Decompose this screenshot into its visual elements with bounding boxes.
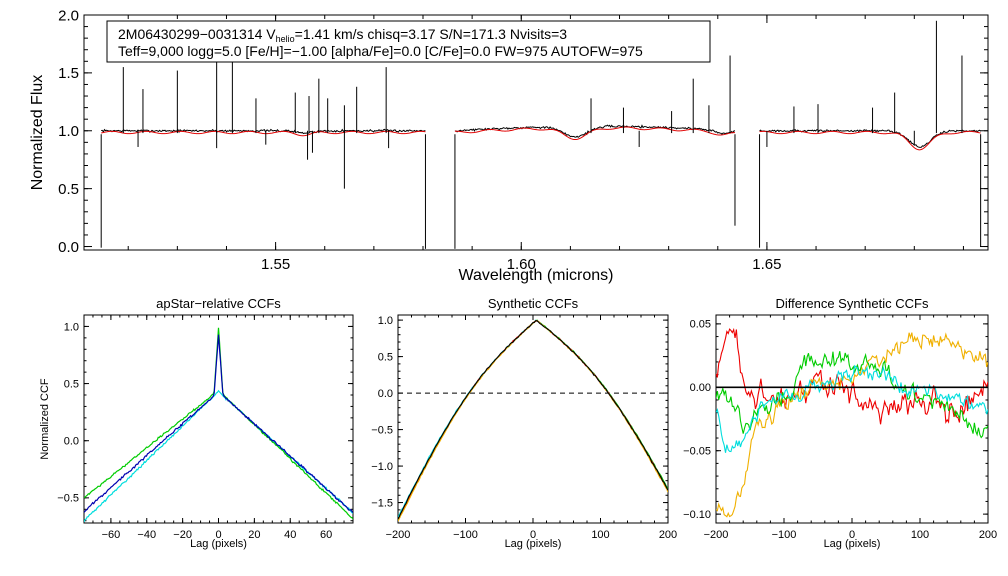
synthetic-ccf-combined bbox=[398, 320, 668, 520]
y-tick-label: 1.0 bbox=[58, 123, 79, 140]
x-tick-label: 60 bbox=[320, 529, 332, 541]
x-tick-label: −40 bbox=[137, 529, 156, 541]
x-tick-label: −60 bbox=[102, 529, 121, 541]
y-tick-label: 0.0 bbox=[64, 436, 79, 448]
y-tick-label: 1.0 bbox=[64, 321, 79, 333]
y-tick-label: 0.05 bbox=[690, 319, 711, 331]
spectral-spikes bbox=[100, 20, 982, 249]
difference-ccf-green bbox=[716, 351, 988, 439]
x-axis-label: Lag (pixels) bbox=[824, 538, 881, 550]
difference-ccf-cyan bbox=[716, 364, 988, 453]
observed-chip-1 bbox=[101, 128, 426, 135]
fit-chip-2 bbox=[454, 126, 735, 141]
ccf-series-visit-3 bbox=[84, 334, 353, 514]
y-tick-label: −0.10 bbox=[683, 509, 711, 521]
x-tick-label: 1.60 bbox=[507, 256, 536, 273]
y-tick-label: 0.00 bbox=[690, 382, 711, 394]
panel-title: apStar−relative CCFs bbox=[156, 296, 281, 311]
x-tick-label: −20 bbox=[173, 529, 192, 541]
x-tick-label: 1.65 bbox=[752, 256, 781, 273]
x-axis-label: Lag (pixels) bbox=[505, 538, 562, 550]
x-tick-label: 1.55 bbox=[261, 256, 290, 273]
fit-chip-1 bbox=[101, 130, 426, 137]
panel-title: Difference Synthetic CCFs bbox=[776, 296, 929, 311]
x-tick-label: 200 bbox=[659, 529, 677, 541]
info-line-1: 2M06430299−0031314 Vhelio=1.41 km/s chis… bbox=[118, 26, 567, 44]
x-tick-label: −200 bbox=[386, 529, 411, 541]
panel-title: Synthetic CCFs bbox=[488, 296, 579, 311]
x-tick-label: −200 bbox=[704, 529, 729, 541]
difference-ccf-yellow bbox=[716, 332, 988, 518]
y-tick-label: −0.5 bbox=[57, 493, 79, 505]
x-tick-label: 20 bbox=[248, 529, 260, 541]
y-tick-label: 1.0 bbox=[378, 315, 393, 327]
x-tick-label: 100 bbox=[911, 529, 929, 541]
info-line-2: Teff=9,000 logg=5.0 [Fe/H]=−1.00 [alpha/… bbox=[118, 43, 643, 59]
y-tick-label: −1.5 bbox=[371, 497, 393, 509]
ccf-series-visit-2 bbox=[84, 327, 353, 520]
difference-ccf-panel: −200 −100 0 100 200 −0.10 −0.05 0.00 0.05 Lag (pi… bbox=[683, 296, 997, 550]
apstar-ccf-panel: −60 −40 −20 0 20 40 60 −0.5 0.0 0.5 1.0 Lag (pixels… bbox=[39, 296, 354, 550]
x-tick-label: 0 bbox=[530, 529, 536, 541]
x-axis-label: Wavelength (microns) bbox=[458, 267, 613, 284]
observed-chip-2 bbox=[454, 124, 736, 138]
plot-frame bbox=[83, 14, 989, 251]
info-box-frame bbox=[106, 20, 711, 63]
x-tick-label: −100 bbox=[453, 529, 478, 541]
x-tick-label: 40 bbox=[284, 529, 296, 541]
x-tick-label: 0 bbox=[849, 529, 855, 541]
x-tick-label: −100 bbox=[772, 529, 797, 541]
y-tick-label: −0.05 bbox=[683, 446, 711, 458]
fit-chip-3 bbox=[759, 130, 981, 151]
x-axis-label: Lag (pixels) bbox=[190, 538, 247, 550]
synthetic-fit-spectrum bbox=[101, 126, 981, 151]
x-tick-label: 100 bbox=[591, 529, 609, 541]
y-axis-label: Normalized CCF bbox=[39, 378, 51, 460]
y-tick-label: 0.5 bbox=[58, 181, 79, 198]
y-tick-label: 0.0 bbox=[58, 239, 79, 256]
y-tick-label: 1.5 bbox=[58, 65, 79, 82]
y-tick-label: 0.5 bbox=[378, 351, 393, 363]
y-tick-label: 2.0 bbox=[58, 7, 79, 24]
y-axis-label: Normalized Flux bbox=[29, 75, 46, 191]
x-tick-label: 200 bbox=[979, 529, 997, 541]
x-tick-label: 0 bbox=[215, 529, 221, 541]
y-tick-label: 0.0 bbox=[378, 388, 393, 400]
y-tick-label: 0.5 bbox=[64, 378, 79, 390]
y-tick-label: −1.0 bbox=[371, 461, 393, 473]
spectrum-info-box: 2M06430299−0031314 Vhelio=1.41 km/s chis… bbox=[106, 20, 711, 63]
spectrum-panel: 1.55 1.60 1.65 0.0 0.5 1.0 1.5 2.0 Wavelength (m… bbox=[29, 7, 989, 284]
synthetic-ccf-panel: −200 −100 0 100 200 −1.5 −1.0 −0.5 0.0 0.5 1.0 Lag … bbox=[371, 296, 677, 550]
y-tick-label: −0.5 bbox=[371, 424, 393, 436]
